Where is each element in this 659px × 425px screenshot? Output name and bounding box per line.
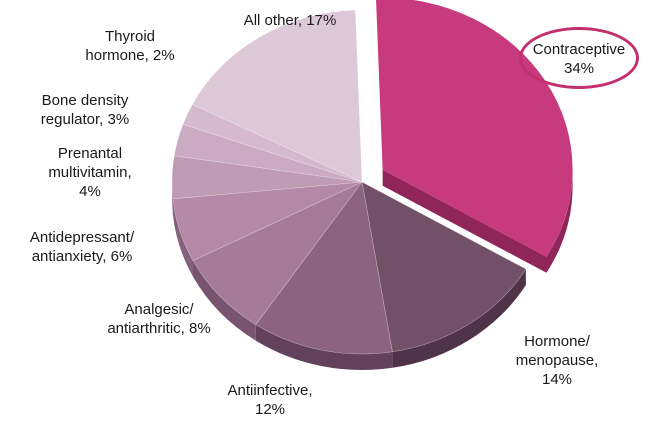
contraceptive-highlight-ellipse <box>519 27 639 89</box>
label-hormone-line1: Hormone/ <box>524 333 590 350</box>
label-bone-line1: Bone density <box>41 92 129 109</box>
slice-side-antidepressant-antianxiety <box>172 198 194 277</box>
label-antidepressant-line2: antianxiety, 6% <box>31 248 133 265</box>
label-hormone-value: 14% <box>541 371 573 388</box>
label-hormone: Hormone/ menopause, 14% <box>492 332 622 389</box>
label-antiinfective-value: 12% <box>254 401 286 418</box>
label-thyroid: Thyroid hormone, 2% <box>70 27 190 65</box>
label-antiinfective-line1: Antiinfective, <box>227 382 313 399</box>
slice-prenantal-multivitamin <box>171 155 363 200</box>
label-contraceptive-value: 34% <box>563 60 595 77</box>
label-allother: All other, 17% <box>215 11 365 30</box>
slice-side-contraceptive <box>546 169 573 273</box>
label-antiinfective: Antiinfective, 12% <box>205 381 335 419</box>
label-prenatal-value: 4% <box>79 183 101 200</box>
label-hormone-line2: menopause, <box>515 352 599 369</box>
label-prenatal-line2: multivitamin, <box>48 164 132 181</box>
label-analgesic: Analgesic/ antiarthritic, 8% <box>84 300 234 338</box>
label-analgesic-line2: antiarthritic, 8% <box>107 320 211 337</box>
label-thyroid-line1: Thyroid <box>104 28 156 45</box>
slice-edge-contraceptive <box>382 169 547 273</box>
label-prenatal-line1: Prenantal <box>57 145 123 162</box>
label-contraceptive: Contraceptive 34% <box>521 40 637 78</box>
slice-side-antiinfective <box>255 324 393 370</box>
slice-antiinfective <box>255 181 393 355</box>
label-thyroid-line2: hormone, 2% <box>85 47 175 64</box>
label-contraceptive-name: Contraceptive <box>532 41 626 58</box>
label-antidepressant-line1: Antidepressant/ <box>29 229 135 246</box>
slice-side-hormone-menopause <box>392 269 526 368</box>
label-antidepressant: Antidepressant/ antianxiety, 6% <box>2 228 162 266</box>
slice-side-analgesic-antiarthritic <box>193 260 256 341</box>
slice-analgesic-antiarthritic <box>192 181 363 325</box>
label-analgesic-line1: Analgesic/ <box>124 301 194 318</box>
slice-hormone-menopause <box>361 181 527 353</box>
slice-all-other <box>191 9 363 183</box>
label-bone: Bone density regulator, 3% <box>20 91 150 129</box>
label-allother-line1: All other, 17% <box>243 12 337 29</box>
slice-antidepressant-antianxiety <box>172 181 363 262</box>
label-bone-line2: regulator, 3% <box>40 111 130 128</box>
slice-bone-density-regulator <box>173 123 363 183</box>
slice-thyroid-hormone <box>182 104 363 183</box>
slice-side-prenantal-multivitamin <box>172 182 173 215</box>
label-prenatal: Prenantal multivitamin, 4% <box>30 144 150 201</box>
